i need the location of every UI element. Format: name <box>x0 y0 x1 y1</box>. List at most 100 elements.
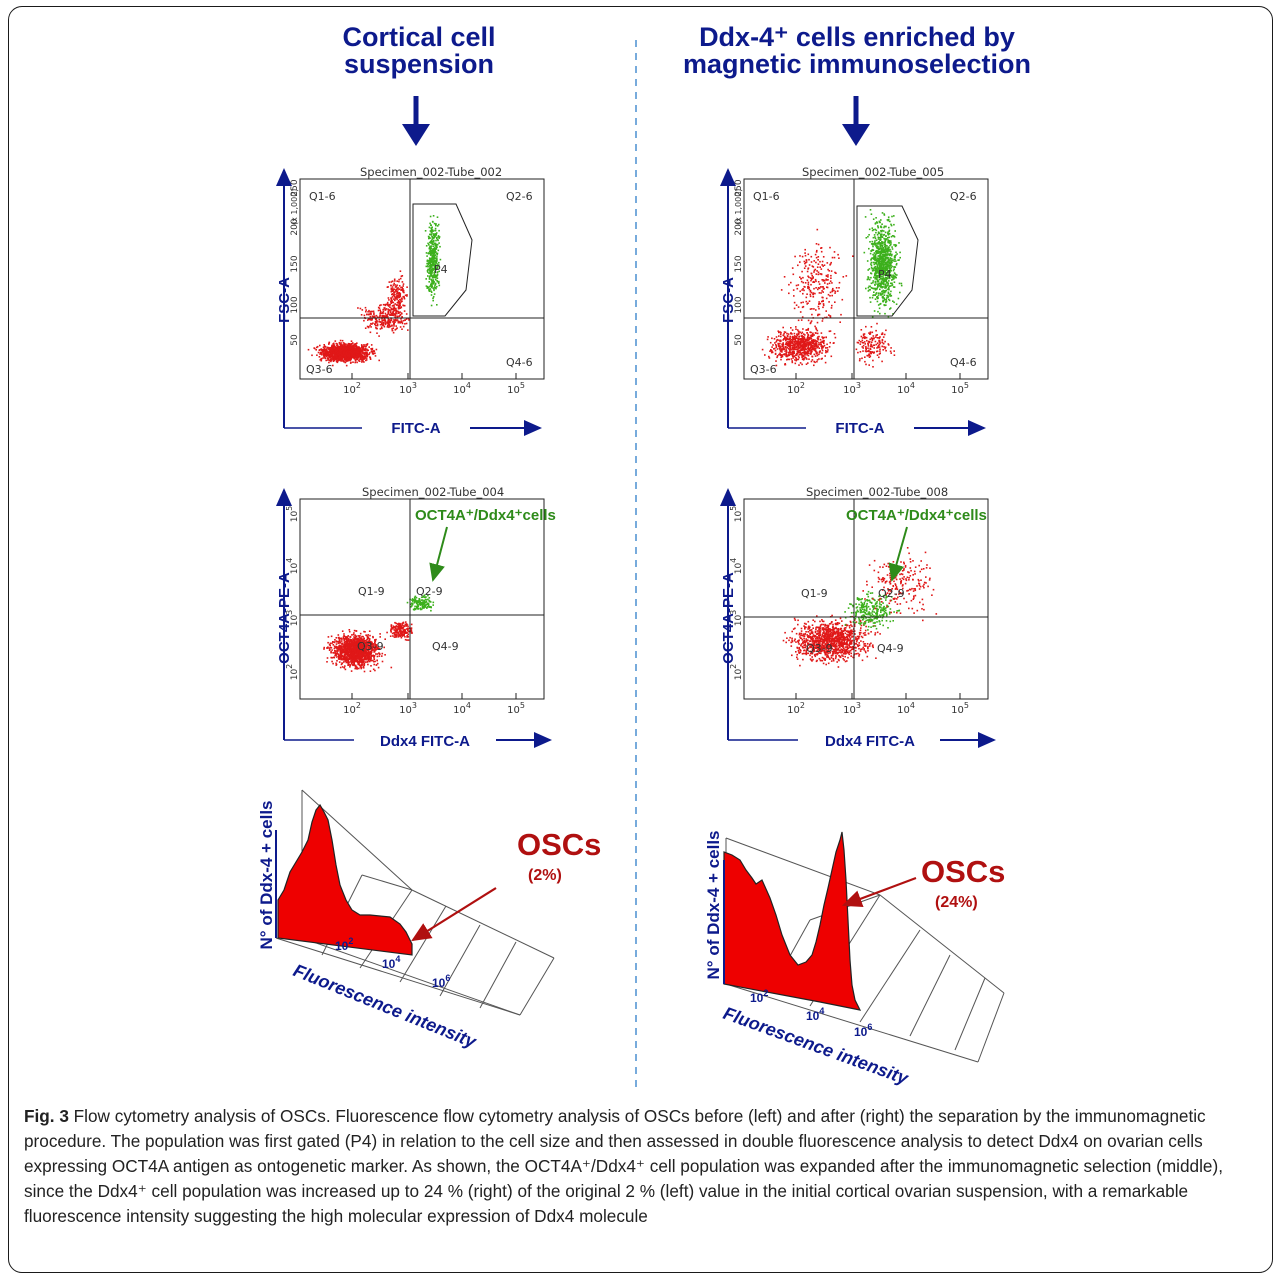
event-dot <box>368 660 371 663</box>
event-dot <box>816 340 819 343</box>
event-dot <box>875 259 878 261</box>
event-dot <box>814 342 816 345</box>
specimen-label: Specimen_002-Tube_002 <box>360 165 502 179</box>
event-dot <box>435 276 437 279</box>
event-dot <box>885 271 887 274</box>
event-dot <box>396 284 398 286</box>
y-scale-label: (x 1,000) <box>734 189 743 225</box>
event-dot <box>427 268 430 271</box>
event-dot <box>371 347 374 350</box>
event-dot <box>351 634 353 636</box>
event-dot <box>871 267 873 270</box>
event-dot <box>374 649 376 652</box>
event-dot <box>372 310 375 313</box>
event-dot <box>866 260 869 262</box>
event-dot <box>392 293 394 295</box>
event-dot <box>820 343 822 346</box>
event-dot <box>791 345 794 347</box>
event-dot <box>357 357 359 360</box>
event-dot <box>368 353 370 356</box>
event-dot <box>367 663 369 666</box>
event-dot <box>821 286 824 288</box>
event-dot <box>874 272 876 275</box>
event-dot <box>394 280 396 282</box>
event-dot <box>780 356 782 358</box>
event-dot <box>431 261 433 264</box>
event-dot <box>436 280 439 283</box>
event-dot <box>432 245 435 247</box>
event-dot <box>337 658 340 660</box>
event-dot <box>379 311 382 313</box>
event-dot <box>889 265 891 267</box>
event-dot <box>868 228 871 231</box>
event-dot <box>875 262 878 264</box>
event-dot <box>330 353 333 356</box>
event-dot <box>802 276 804 279</box>
event-dot <box>856 341 859 344</box>
event-dot <box>431 226 433 229</box>
event-dot <box>341 350 343 353</box>
event-dot <box>789 345 791 348</box>
event-dot <box>876 288 878 290</box>
event-dot <box>351 345 353 347</box>
event-dot <box>879 271 882 274</box>
event-dot <box>878 344 881 346</box>
event-dot <box>880 258 882 261</box>
event-dot <box>341 354 344 357</box>
event-dot <box>402 289 404 292</box>
event-dot <box>399 314 402 316</box>
event-dot <box>329 646 332 649</box>
event-dot <box>878 266 881 268</box>
event-dot <box>779 340 781 342</box>
event-dot <box>801 335 804 337</box>
event-dot <box>888 250 891 252</box>
event-dot <box>809 277 812 279</box>
event-dot <box>786 358 788 361</box>
event-dot <box>822 346 824 349</box>
event-dot <box>429 222 431 225</box>
event-dot <box>376 323 379 326</box>
event-dot <box>885 248 887 251</box>
event-dot <box>888 254 891 256</box>
event-dot <box>815 342 817 344</box>
event-dot <box>896 274 898 276</box>
event-dot <box>779 350 782 352</box>
event-dot <box>790 327 792 329</box>
event-dot <box>806 358 808 360</box>
event-dot <box>433 266 436 269</box>
event-dot <box>434 254 437 257</box>
event-dot <box>825 297 828 300</box>
event-dot <box>822 337 824 340</box>
event-dot <box>874 284 876 286</box>
right-header-line2: magnetic immunoselection <box>683 49 1031 79</box>
event-dot <box>869 332 872 335</box>
event-dot <box>393 278 396 281</box>
tick-label: 150 <box>290 255 300 272</box>
event-dot <box>818 353 820 356</box>
event-dot <box>326 350 329 353</box>
event-dot <box>894 258 896 260</box>
event-dot <box>873 252 876 254</box>
event-dot <box>878 282 880 285</box>
event-dot <box>330 647 333 649</box>
event-dot <box>342 360 344 362</box>
event-dot <box>778 339 780 342</box>
event-dot <box>858 339 861 342</box>
event-dot <box>332 644 335 646</box>
event-dot <box>438 264 440 266</box>
event-dot <box>355 640 357 642</box>
event-dot <box>433 288 435 290</box>
event-dot <box>399 295 402 298</box>
event-dot <box>875 288 877 291</box>
event-dot <box>354 350 356 353</box>
event-dot <box>872 344 875 347</box>
event-dot <box>834 271 836 274</box>
event-dot <box>775 364 778 367</box>
event-dot <box>398 315 401 317</box>
event-dot <box>873 266 876 269</box>
event-dot <box>768 355 770 358</box>
event-dot <box>881 241 883 243</box>
event-dot <box>882 249 885 251</box>
event-dot <box>773 347 776 350</box>
event-dot <box>436 268 438 270</box>
